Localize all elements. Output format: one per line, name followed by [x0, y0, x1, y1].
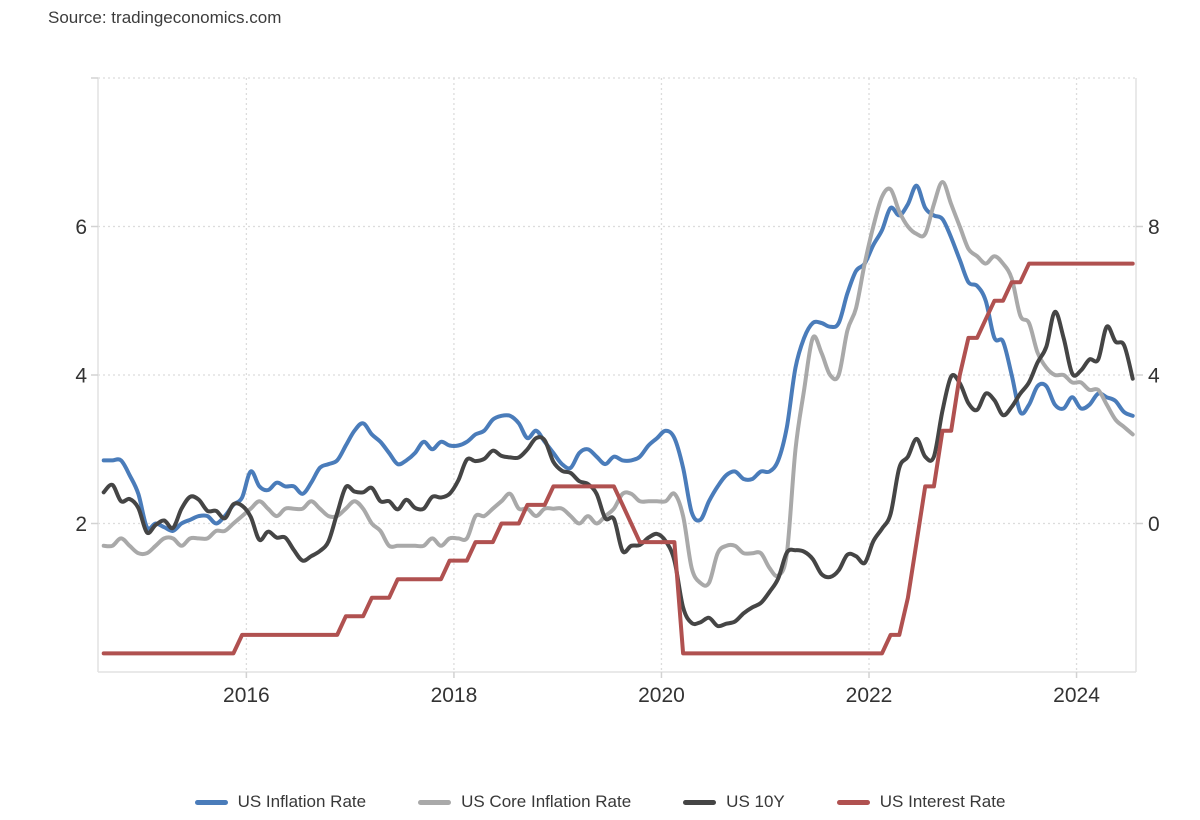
legend-swatch-us-10y	[683, 799, 717, 805]
legend-item-us-interest-rate[interactable]: US Interest Rate	[836, 792, 1006, 812]
legend-item-us-core-inflation-rate[interactable]: US Core Inflation Rate	[418, 792, 631, 812]
y-axis-left-label: 6	[75, 216, 87, 239]
y-axis-right-label: 8	[1148, 216, 1160, 239]
y-axis-right-label: 0	[1148, 513, 1160, 536]
legend-label-us-10y: US 10Y	[726, 792, 785, 811]
legend-item-us-inflation-rate[interactable]: US Inflation Rate	[194, 792, 367, 812]
series-line-us-core-inflation-rate	[101, 180, 1135, 588]
legend: US Inflation Rate US Core Inflation Rate U…	[0, 792, 1200, 812]
x-axis-label: 2022	[846, 684, 893, 707]
legend-item-us-10y[interactable]: US 10Y	[683, 792, 785, 812]
series-line-us-interest-rate	[101, 261, 1135, 656]
legend-swatch-us-core-inflation-rate	[418, 799, 452, 805]
y-axis-left-label: 4	[75, 365, 87, 388]
y-axis-left-label: 2	[75, 513, 87, 536]
source-label: Source: tradingeconomics.com	[48, 8, 282, 27]
x-axis-label: 2016	[223, 684, 270, 707]
chart-canvas: 2 4 6 0 4 8 2016 2018 2020 2022 2024	[75, 77, 1160, 707]
x-axis-label: 2020	[638, 684, 685, 707]
y-axis-right-label: 4	[1148, 365, 1160, 388]
legend-swatch-us-interest-rate	[836, 799, 870, 805]
x-axis-label: 2018	[431, 684, 478, 707]
legend-swatch-us-inflation-rate	[194, 799, 228, 805]
series-line-us-inflation-rate	[101, 183, 1135, 533]
series-line-us-10y	[101, 309, 1135, 629]
legend-label-us-inflation-rate: US Inflation Rate	[237, 792, 367, 811]
legend-label-us-interest-rate: US Interest Rate	[879, 792, 1006, 811]
legend-label-us-core-inflation-rate: US Core Inflation Rate	[461, 792, 632, 811]
x-axis-label: 2024	[1053, 684, 1100, 707]
